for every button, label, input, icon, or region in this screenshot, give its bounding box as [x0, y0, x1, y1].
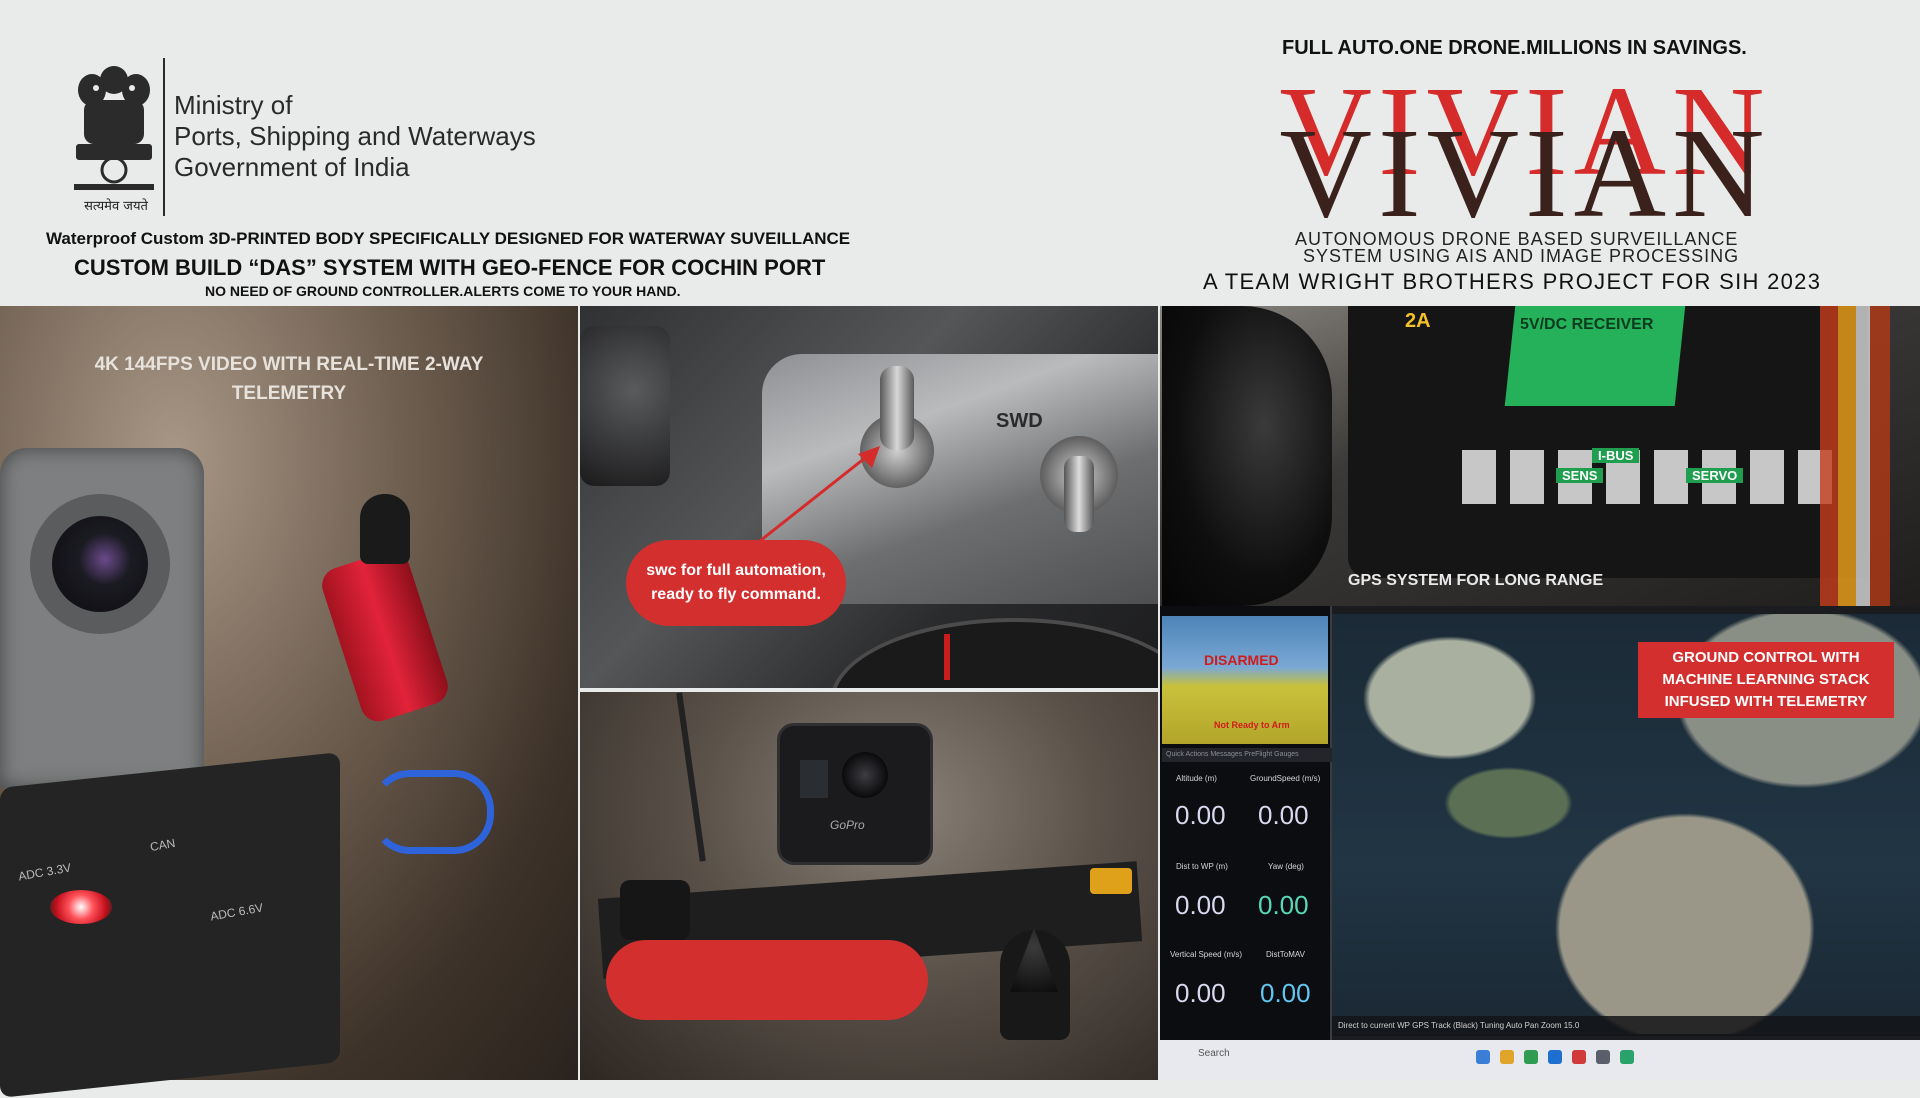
- tile-value-vertical-speed: 0.00: [1175, 978, 1226, 1008]
- windows-taskbar: [1160, 1040, 1920, 1080]
- video-telemetry-caption: 4K 144FPS VIDEO WITH REAL-TIME 2-WAY TEL…: [94, 354, 484, 404]
- servo-label: SERVO: [1686, 468, 1744, 483]
- tile-label-altitude: Altitude (m): [1176, 774, 1217, 783]
- receiver-label-text: 5V/DC RECEIVER: [1520, 316, 1654, 333]
- xt60-connector: [1090, 868, 1132, 894]
- flight-controller-board: [0, 752, 340, 1098]
- app-icon[interactable]: [1620, 1050, 1634, 1064]
- transmitter-dial: [830, 618, 1158, 688]
- sens-label: SENS: [1556, 468, 1604, 483]
- vivian-logo-dark: VIVIAN: [1280, 102, 1771, 232]
- emblem-motto: सत्यमेव जयते: [84, 199, 148, 214]
- das-system-line: CUSTOM BUILD “DAS” SYSTEM WITH GEO-FENCE…: [74, 255, 826, 280]
- tile-label-groundspeed: GroundSpeed (m/s): [1250, 774, 1321, 783]
- callout-arrow-icon: [745, 446, 880, 554]
- servo-wires: [1820, 306, 1920, 606]
- edge-icon[interactable]: [1548, 1050, 1562, 1064]
- swd-label: SWD: [996, 410, 1043, 432]
- folder-icon[interactable]: [1500, 1050, 1514, 1064]
- brand-subtitle-line-1: AUTONOMOUS DRONE BASED SURVEILLANCE: [1295, 229, 1739, 249]
- opera-icon[interactable]: [1572, 1050, 1586, 1064]
- gps-puck: [1162, 306, 1332, 606]
- tile-value-yaw: 0.00: [1258, 890, 1309, 920]
- status-led: [50, 890, 112, 924]
- header-band: [0, 0, 1920, 306]
- terminal-icon[interactable]: [1596, 1050, 1610, 1064]
- hud-disarmed-status: DISARMED: [1204, 652, 1279, 668]
- swd-toggle-switch: [1064, 456, 1094, 532]
- taskbar-search[interactable]: Search: [1198, 1048, 1230, 1059]
- emblem-divider: [163, 58, 165, 216]
- gcs-tab-strip[interactable]: Quick Actions Messages PreFlight Gauges: [1162, 748, 1332, 762]
- ministry-line-3: Government of India: [174, 152, 410, 182]
- vivian-logo-red: VIVIAN: [1280, 62, 1771, 202]
- tile-value-dist-to-wp: 0.00: [1175, 890, 1226, 920]
- red-pill-badge: [606, 940, 928, 1020]
- gopro-lens: [842, 752, 888, 798]
- tile-label-dist-to-wp: Dist to WP (m): [1176, 862, 1228, 871]
- team-project-line: A TEAM WRIGHT BROTHERS PROJECT FOR SIH 2…: [1203, 269, 1822, 294]
- ground-control-callout: GROUND CONTROL WITH MACHINE LEARNING STA…: [1638, 642, 1894, 718]
- motor-left: [620, 880, 690, 940]
- brand-tagline: FULL AUTO.ONE DRONE.MILLIONS IN SAVINGS.: [1282, 37, 1747, 59]
- waterproof-body-line: Waterproof Custom 3D-PRINTED BODY SPECIF…: [46, 229, 851, 248]
- receiver-pin-headers: [1462, 450, 1842, 504]
- gopro-logo: GoPro: [830, 818, 865, 832]
- receiver-model: 2A: [1405, 310, 1431, 332]
- taskbar-app-icon[interactable]: [1476, 1050, 1490, 1064]
- national-emblem-icon: [74, 66, 154, 190]
- tile-label-dist-to-mav: DistToMAV: [1266, 950, 1305, 959]
- tile-label-yaw: Yaw (deg): [1268, 862, 1304, 871]
- gps-caption: GPS SYSTEM FOR LONG RANGE: [1348, 572, 1604, 589]
- vivian-logo: VIVIAN VIVIAN: [1280, 62, 1771, 232]
- map-status-bar[interactable]: Direct to current WP GPS Track (Black) T…: [1332, 1016, 1920, 1036]
- swc-automation-callout: swc for full automation, ready to fly co…: [626, 540, 846, 626]
- gcs-hud: [1162, 616, 1328, 744]
- motor: [360, 494, 410, 564]
- ministry-line-1: Ministry of: [174, 90, 293, 120]
- camera-lens: [52, 516, 148, 612]
- tile-label-vertical-speed: Vertical Speed (m/s): [1170, 950, 1243, 959]
- tile-value-groundspeed: 0.00: [1258, 800, 1309, 830]
- ibus-label: I-BUS: [1592, 448, 1640, 463]
- gopro-screen: [800, 760, 828, 798]
- tile-value-dist-to-mav: 0.00: [1260, 978, 1311, 1008]
- blue-wire: [370, 770, 494, 854]
- chrome-icon[interactable]: [1524, 1050, 1538, 1064]
- brand-subtitle-line-2: SYSTEM USING AIS AND IMAGE PROCESSING: [1303, 246, 1740, 266]
- transmitter-knob: [580, 326, 670, 486]
- no-ground-controller-line: NO NEED OF GROUND CONTROLLER.ALERTS COME…: [205, 283, 681, 299]
- swc-toggle-switch: [880, 366, 914, 450]
- hud-not-ready-notice: Not Ready to Arm: [1214, 720, 1290, 730]
- tile-value-altitude: 0.00: [1175, 800, 1226, 830]
- ministry-line-2: Ports, Shipping and Waterways: [174, 121, 536, 151]
- dial-marker: [944, 634, 950, 680]
